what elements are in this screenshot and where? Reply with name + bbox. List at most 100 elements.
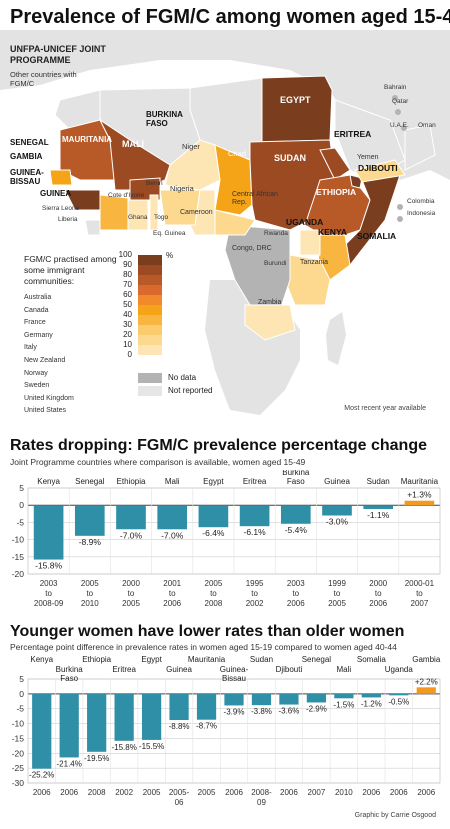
- value-label: -15.5%: [139, 742, 164, 751]
- bar: [32, 693, 52, 769]
- map-label-congo: Congo, DRC: [232, 245, 272, 252]
- bar: [169, 693, 189, 721]
- no-data-label: No data: [168, 373, 197, 382]
- chart2-subtitle: Percentage point difference in prevalenc…: [10, 642, 397, 652]
- category-label: Mauritania: [188, 655, 226, 664]
- bar: [116, 505, 146, 530]
- scale-tick-label: 70: [123, 280, 132, 289]
- immigrant-country: Italy: [24, 344, 37, 352]
- map-label-oman: Oman: [418, 121, 436, 129]
- immigrant-country: Canada: [24, 306, 49, 314]
- scale-unit: %: [166, 251, 174, 260]
- madagascar: [326, 312, 346, 365]
- bar: [363, 505, 394, 509]
- immigrant-country: United States: [24, 407, 67, 415]
- main-title: Prevalence of FGM/C among women aged 15-…: [10, 6, 450, 28]
- bar: [239, 505, 270, 527]
- y-tick-label: 0: [19, 500, 24, 510]
- scale-swatch: [138, 305, 162, 315]
- value-label: -6.4%: [202, 528, 225, 538]
- value-label: -8.7%: [196, 722, 217, 731]
- land-europe-asia: [0, 30, 450, 180]
- period-label: 2008: [205, 599, 223, 608]
- category-label: Guinea-: [220, 665, 249, 674]
- map-label-niger: Niger: [182, 141, 200, 151]
- value-label: -1.1%: [367, 510, 390, 520]
- dot-indonesia: [397, 216, 403, 222]
- map-label-tanzania: Tanzania: [300, 259, 329, 266]
- value-label: -5.4%: [285, 525, 308, 535]
- map-label-liberia: Liberia: [58, 215, 78, 223]
- map-label-ethiopia: ETHIOPIA: [316, 186, 357, 197]
- immigrant-country: Sweden: [24, 382, 50, 390]
- map-label-eritrea: ERITREA: [334, 128, 372, 139]
- country-benin: [149, 194, 159, 231]
- bar: [404, 500, 435, 506]
- category-label: Faso: [60, 674, 78, 683]
- period-label: 2006: [280, 788, 298, 797]
- immigrant-country: France: [24, 319, 46, 327]
- no-data-swatch: [138, 373, 162, 383]
- y-tick-label: 0: [19, 689, 24, 699]
- category-label: Egypt: [203, 477, 224, 486]
- period-label: to: [86, 589, 93, 598]
- scale-tick-label: 50: [123, 300, 132, 309]
- value-label: -21.4%: [57, 759, 82, 768]
- value-label: -0.5%: [388, 697, 409, 706]
- category-label: Somalia: [357, 655, 386, 664]
- bar: [224, 693, 244, 706]
- period-label: to: [292, 589, 299, 598]
- value-label: -8.8%: [169, 722, 190, 731]
- period-label: to: [210, 589, 217, 598]
- value-label: +2.2%: [415, 677, 438, 686]
- bar: [74, 505, 105, 536]
- map-label-ghana: Ghana: [128, 213, 148, 221]
- map-label-djibouti: DJIBOUTI: [358, 162, 398, 173]
- period-label: 2005: [122, 599, 140, 608]
- category-label: Mali: [337, 665, 352, 674]
- bar: [33, 505, 64, 560]
- y-tick-label: -15: [12, 733, 25, 743]
- bar: [141, 693, 162, 740]
- category-label: Uganda: [385, 665, 414, 674]
- map-label-burkina: BURKINA FASO: [146, 110, 183, 128]
- category-label: Egypt: [141, 655, 162, 664]
- y-tick-label: -5: [16, 704, 24, 714]
- bar: [322, 505, 352, 516]
- chart1-subtitle: Joint Programme countries where comparis…: [10, 457, 306, 467]
- scale-swatch: [138, 325, 162, 335]
- period-label: 2008: [88, 788, 106, 797]
- period-label: 2010: [335, 788, 353, 797]
- period-label: 2008-: [251, 788, 272, 797]
- scale-tick-label: 80: [123, 270, 132, 279]
- map-label-guinea-bissau: GUINEA- BISSAU: [10, 168, 44, 186]
- map-label-zambia: Zambia: [258, 299, 282, 306]
- category-label: Faso: [287, 477, 305, 486]
- map-label-sierra: Sierra Leone: [42, 204, 80, 212]
- period-label: 1999: [328, 579, 346, 588]
- y-tick-label: -10: [12, 535, 25, 545]
- country-nigeria: [159, 189, 201, 226]
- immigrant-country: New Zealand: [24, 357, 66, 364]
- value-label: -2.9%: [306, 704, 327, 713]
- category-label: Ethiopia: [82, 655, 111, 664]
- value-label: -1.5%: [333, 700, 354, 709]
- period-label: 2006: [33, 788, 51, 797]
- period-label: 2001: [163, 579, 181, 588]
- category-label: Burkina: [282, 470, 310, 477]
- period-label: to: [375, 589, 382, 598]
- period-label: to: [45, 589, 52, 598]
- value-label: -3.8%: [251, 707, 272, 716]
- y-tick-label: -20: [12, 569, 25, 579]
- country-oman: [404, 124, 436, 171]
- category-label: Kenya: [37, 477, 60, 486]
- country-guinea: [64, 189, 101, 211]
- not-reported-swatch: [138, 386, 162, 396]
- category-label: Kenya: [30, 655, 53, 664]
- category-label: Mauritania: [401, 477, 439, 486]
- scale-swatch: [138, 295, 162, 305]
- chart2-title: Younger women have lower rates than olde…: [10, 623, 405, 640]
- y-tick-label: -15: [12, 552, 25, 562]
- bar: [416, 687, 436, 694]
- category-label: Ethiopia: [117, 477, 146, 486]
